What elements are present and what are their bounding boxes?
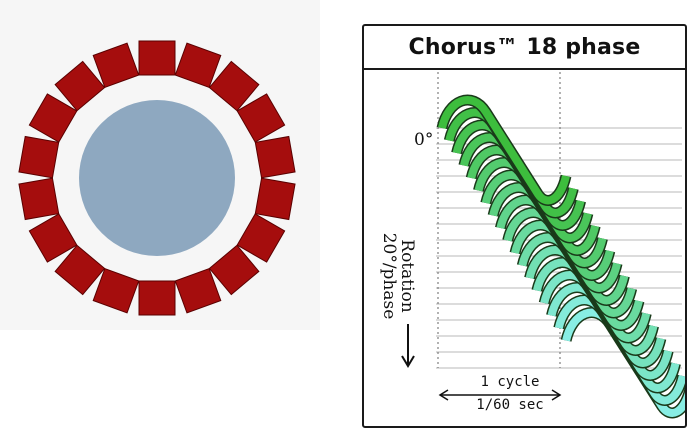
stator-slot [92,267,140,314]
stator-slot [208,60,260,112]
cycle-span-arrow-icon [438,389,562,401]
rotation-label: Rotation [397,239,417,313]
stator-diagram [0,0,320,330]
stator-slot [138,280,176,316]
stator-slot [18,177,60,221]
phase-waves [436,94,685,419]
stator-slot [54,60,106,112]
stator-slot [28,93,78,143]
rotor-disc [79,100,235,256]
stator-slot [174,42,222,89]
step-label-group: 20°/phase [379,233,399,320]
phase-diagram-panel: Chorus™ 18 phase 0° Rotation 20°/phase 1… [362,24,687,428]
cycle-label: 1 cycle [480,374,539,390]
stator-slot [236,93,286,143]
phase-waveform-plot: 0° Rotation 20°/phase 1 cycle 1/60 sec [379,72,685,419]
stator-slot [138,40,176,76]
stator-slot [174,267,222,314]
stator-slot [254,177,296,221]
stator-slot [54,244,106,296]
phase-wave [438,96,570,205]
stator-slot [254,135,296,179]
period-label: 1/60 sec [476,397,543,413]
stator-slot [28,213,78,263]
angle-label: 0° [414,130,433,150]
panel-title: Chorus™ 18 phase [364,26,685,70]
stator-slots [18,40,296,316]
stator-svg [18,40,296,316]
step-label: 20°/phase [379,233,399,320]
stator-slot [236,213,286,263]
rotation-label-group: Rotation [397,239,417,313]
stator-slot [92,42,140,89]
stator-slot [18,135,60,179]
stator-slot [208,244,260,296]
rotation-arrow-icon [401,324,415,368]
